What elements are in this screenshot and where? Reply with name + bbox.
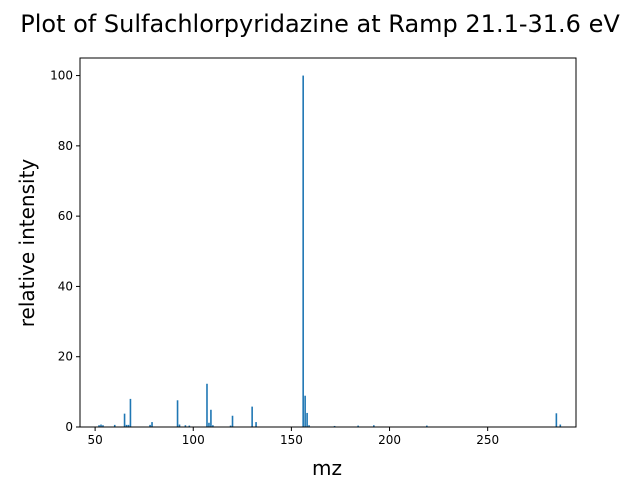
y-tick-label: 40 xyxy=(58,279,73,293)
spectrum-bar xyxy=(98,425,100,427)
x-tick-label: 150 xyxy=(280,433,303,447)
spectrum-bar xyxy=(302,75,304,427)
spectrum-bar xyxy=(559,424,562,427)
spectrum-bar xyxy=(102,425,104,427)
spectrum-bar xyxy=(212,425,214,427)
x-tick-label: 50 xyxy=(87,433,102,447)
chart-title: Plot of Sulfachlorpyridazine at Ramp 21.… xyxy=(20,10,620,38)
spectrum-bar xyxy=(129,398,132,427)
x-axis-label: mz xyxy=(312,456,342,480)
x-tick-label: 250 xyxy=(476,433,499,447)
spectrum-bar xyxy=(555,413,558,427)
spectrum-bar xyxy=(306,412,308,427)
y-axis: 0 20 40 60 80 100 xyxy=(50,69,80,434)
y-tick-label: 20 xyxy=(58,350,73,364)
spectrum-bar xyxy=(123,413,126,427)
spectrum-bar xyxy=(125,424,128,427)
y-tick-label: 60 xyxy=(58,209,73,223)
spectrum-bar xyxy=(304,395,306,427)
x-tick-label: 200 xyxy=(378,433,401,447)
spectrum-bar xyxy=(210,409,212,427)
spectrum-bar xyxy=(333,425,336,427)
spectrum-bar xyxy=(426,425,428,427)
spectrum-bar xyxy=(373,425,375,427)
spectrum-bar xyxy=(149,424,151,427)
plot-frame xyxy=(79,57,577,428)
spectrum-bar xyxy=(184,425,187,427)
plot-area xyxy=(98,75,562,427)
spectrum-bar xyxy=(208,422,210,427)
spectrum-bar xyxy=(251,406,253,427)
y-tick-label: 80 xyxy=(58,139,73,153)
spectrum-bar xyxy=(206,383,208,427)
spectrum-bar xyxy=(113,424,116,427)
spectrum-bar xyxy=(188,425,191,427)
spectrum-bar xyxy=(127,424,130,427)
spectrum-bar xyxy=(100,424,102,427)
spectrum-bar xyxy=(229,425,232,427)
spectrum-bar xyxy=(176,400,179,427)
spectrum-bar xyxy=(151,422,153,427)
y-axis-label: relative intensity xyxy=(15,159,39,328)
spectrum-bar xyxy=(255,422,257,427)
spectrum-bar xyxy=(357,425,359,427)
y-tick-label: 100 xyxy=(50,69,73,83)
spectrum-bar xyxy=(308,425,310,427)
spectrum-bar xyxy=(178,424,181,427)
x-tick-label: 100 xyxy=(182,433,205,447)
x-axis: 50 100 150 200 250 xyxy=(87,427,499,447)
spectrum-bar xyxy=(231,415,234,427)
y-tick-label: 0 xyxy=(65,420,73,434)
